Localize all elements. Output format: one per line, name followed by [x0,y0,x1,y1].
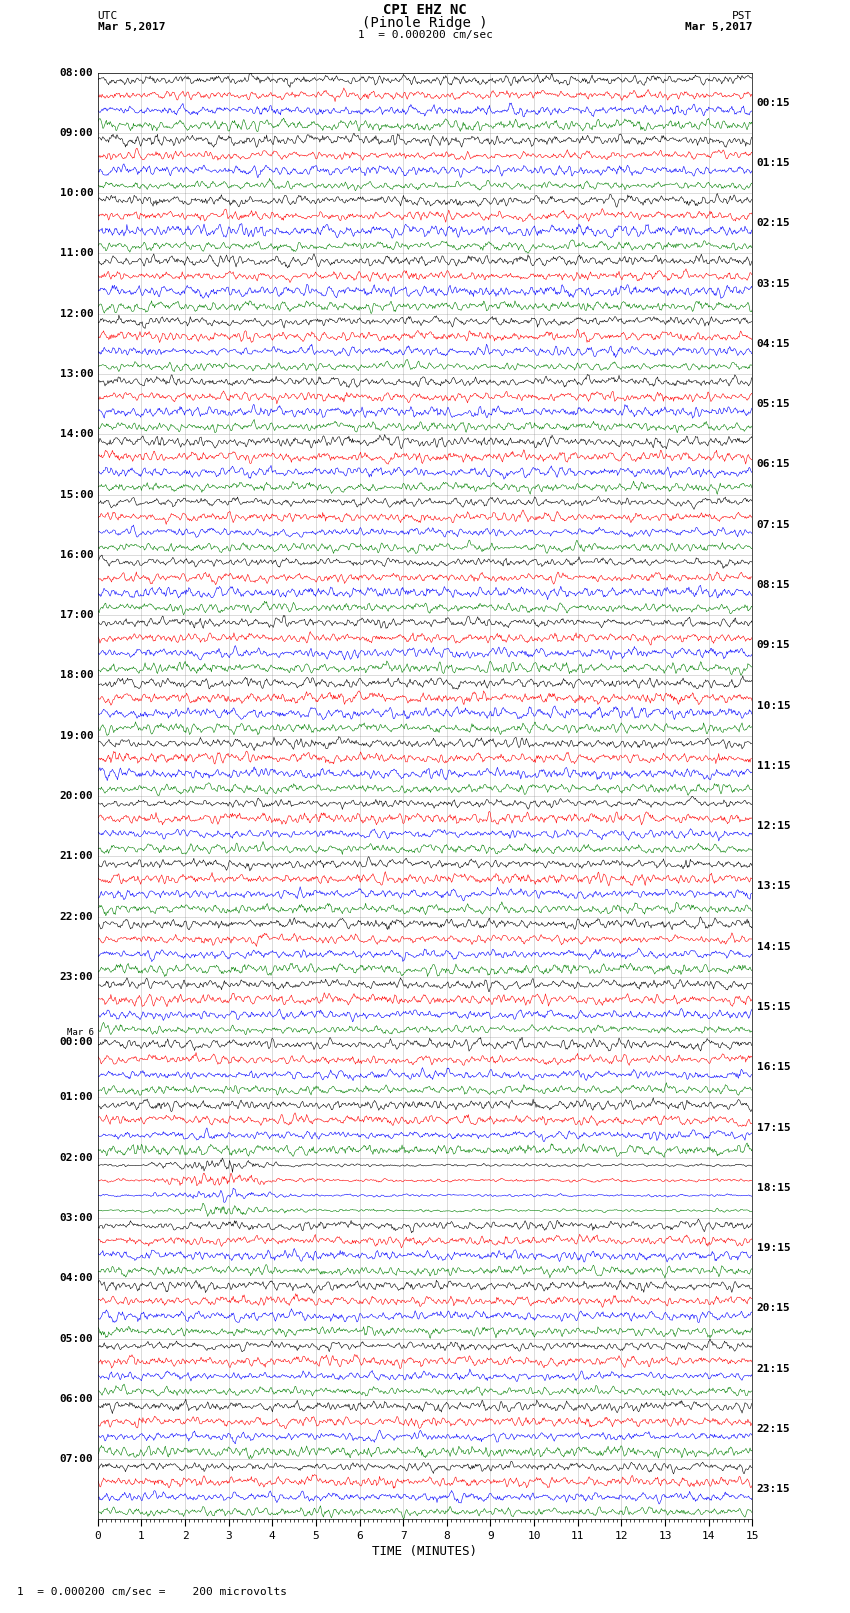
Text: 16:00: 16:00 [60,550,94,560]
X-axis label: TIME (MINUTES): TIME (MINUTES) [372,1545,478,1558]
Text: 05:00: 05:00 [60,1334,94,1344]
Text: 09:15: 09:15 [756,640,790,650]
Text: 12:15: 12:15 [756,821,790,831]
Text: 11:15: 11:15 [756,761,790,771]
Text: (Pinole Ridge ): (Pinole Ridge ) [362,16,488,29]
Text: 05:15: 05:15 [756,398,790,410]
Text: Mar 5,2017: Mar 5,2017 [98,23,165,32]
Text: 17:00: 17:00 [60,610,94,619]
Text: 00:15: 00:15 [756,98,790,108]
Text: 13:15: 13:15 [756,881,790,892]
Text: 08:15: 08:15 [756,581,790,590]
Text: 21:00: 21:00 [60,852,94,861]
Text: 12:00: 12:00 [60,308,94,319]
Text: 03:00: 03:00 [60,1213,94,1223]
Text: 14:00: 14:00 [60,429,94,439]
Text: 23:15: 23:15 [756,1484,790,1494]
Text: 13:00: 13:00 [60,369,94,379]
Text: UTC: UTC [98,11,118,21]
Text: Mar 6: Mar 6 [66,1027,94,1037]
Text: 09:00: 09:00 [60,127,94,137]
Text: 02:15: 02:15 [756,218,790,229]
Text: 10:00: 10:00 [60,189,94,198]
Text: 22:15: 22:15 [756,1424,790,1434]
Text: PST: PST [732,11,752,21]
Text: 19:15: 19:15 [756,1244,790,1253]
Text: 06:15: 06:15 [756,460,790,469]
Text: 07:15: 07:15 [756,519,790,529]
Text: 17:15: 17:15 [756,1123,790,1132]
Text: 01:15: 01:15 [756,158,790,168]
Text: 15:00: 15:00 [60,490,94,500]
Text: 14:15: 14:15 [756,942,790,952]
Text: 07:00: 07:00 [60,1455,94,1465]
Text: 08:00: 08:00 [60,68,94,77]
Text: 1  = 0.000200 cm/sec: 1 = 0.000200 cm/sec [358,31,492,40]
Text: 20:15: 20:15 [756,1303,790,1313]
Text: Mar 5,2017: Mar 5,2017 [685,23,752,32]
Text: 02:00: 02:00 [60,1153,94,1163]
Text: 11:00: 11:00 [60,248,94,258]
Text: 06:00: 06:00 [60,1394,94,1403]
Text: CPI EHZ NC: CPI EHZ NC [383,3,467,16]
Text: 10:15: 10:15 [756,700,790,711]
Text: 04:15: 04:15 [756,339,790,348]
Text: 22:00: 22:00 [60,911,94,921]
Text: 23:00: 23:00 [60,973,94,982]
Text: 15:15: 15:15 [756,1002,790,1011]
Text: 18:00: 18:00 [60,671,94,681]
Text: 19:00: 19:00 [60,731,94,740]
Text: 1  = 0.000200 cm/sec =    200 microvolts: 1 = 0.000200 cm/sec = 200 microvolts [17,1587,287,1597]
Text: 21:15: 21:15 [756,1363,790,1374]
Text: 01:00: 01:00 [60,1092,94,1102]
Text: 00:00: 00:00 [60,1037,94,1047]
Text: 16:15: 16:15 [756,1063,790,1073]
Text: 18:15: 18:15 [756,1182,790,1194]
Text: 04:00: 04:00 [60,1273,94,1284]
Text: 03:15: 03:15 [756,279,790,289]
Text: 20:00: 20:00 [60,790,94,802]
